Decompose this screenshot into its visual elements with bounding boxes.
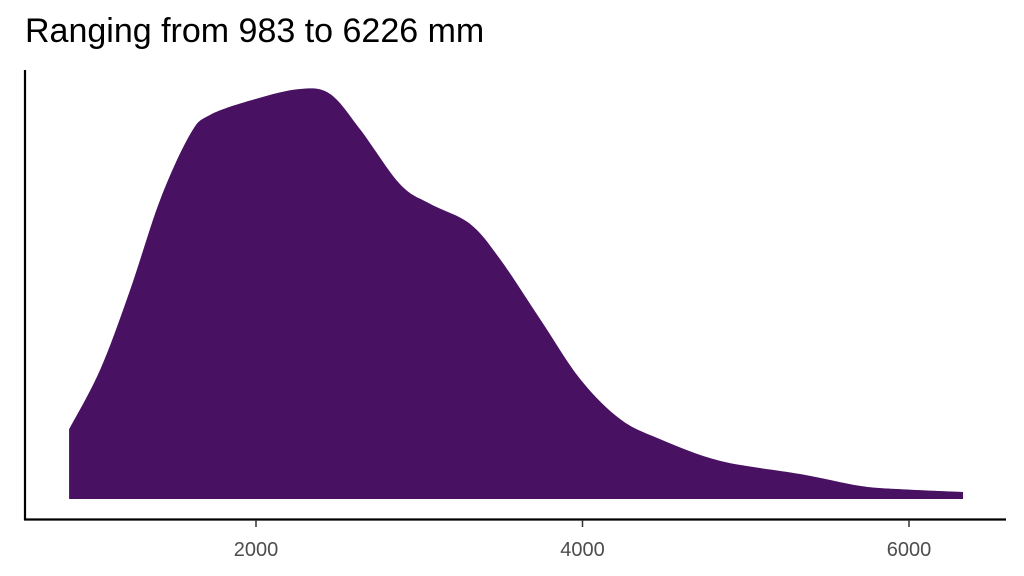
x-axis-ticks: 2000 4000 6000: [234, 520, 932, 561]
x-tick-label: 4000: [560, 539, 605, 561]
density-area: [69, 88, 964, 500]
chart-title: Ranging from 983 to 6226 mm: [25, 12, 485, 50]
x-tick-label: 2000: [234, 539, 279, 561]
x-tick-label: 6000: [887, 539, 932, 561]
